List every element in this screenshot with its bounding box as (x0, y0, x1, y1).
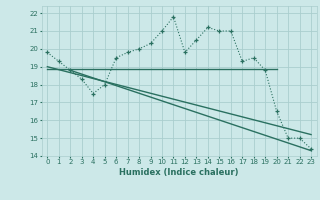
X-axis label: Humidex (Indice chaleur): Humidex (Indice chaleur) (119, 168, 239, 177)
